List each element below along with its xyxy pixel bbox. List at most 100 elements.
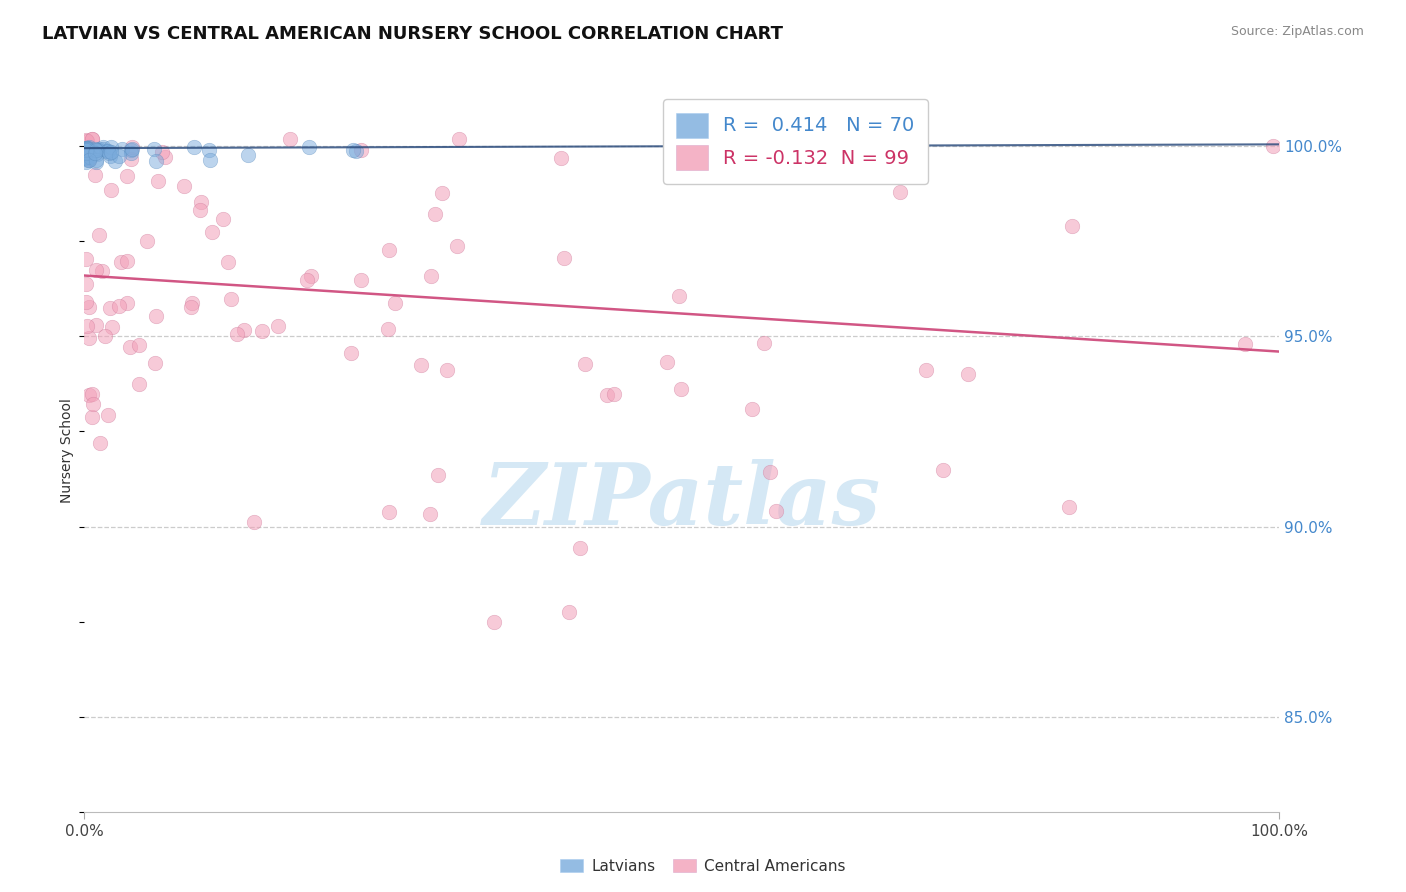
Point bbox=[295, 273, 318, 287]
Point bbox=[94, 329, 117, 343]
Point bbox=[378, 244, 401, 258]
Point bbox=[100, 184, 122, 198]
Point bbox=[75, 141, 97, 155]
Point bbox=[233, 323, 256, 337]
Point bbox=[120, 143, 142, 157]
Point bbox=[198, 144, 221, 158]
Point bbox=[75, 150, 97, 164]
Point bbox=[76, 141, 98, 155]
Point bbox=[87, 142, 110, 156]
Point bbox=[754, 335, 776, 350]
Point bbox=[76, 142, 98, 156]
Point bbox=[75, 144, 97, 158]
Point bbox=[98, 301, 121, 315]
Point bbox=[1057, 500, 1080, 514]
Point bbox=[569, 541, 592, 555]
Point bbox=[212, 212, 235, 227]
Point bbox=[75, 145, 97, 160]
Point bbox=[100, 140, 122, 154]
Point bbox=[110, 255, 132, 269]
Legend: Latvians, Central Americans: Latvians, Central Americans bbox=[554, 853, 852, 880]
Point bbox=[75, 146, 97, 161]
Point bbox=[238, 148, 260, 162]
Point bbox=[75, 143, 97, 157]
Point bbox=[1263, 139, 1285, 153]
Point bbox=[80, 131, 103, 145]
Point bbox=[79, 331, 101, 345]
Point bbox=[91, 263, 114, 277]
Point bbox=[574, 357, 596, 371]
Point bbox=[115, 169, 138, 183]
Point bbox=[145, 309, 167, 323]
Point bbox=[243, 515, 266, 529]
Point bbox=[120, 340, 142, 354]
Point bbox=[76, 144, 98, 158]
Point bbox=[1233, 337, 1256, 351]
Point bbox=[446, 238, 468, 252]
Point bbox=[84, 145, 107, 160]
Point bbox=[77, 387, 100, 401]
Point bbox=[188, 203, 211, 218]
Point bbox=[225, 327, 247, 342]
Point bbox=[155, 151, 177, 165]
Point bbox=[128, 376, 150, 391]
Point bbox=[75, 151, 97, 165]
Point bbox=[217, 255, 239, 269]
Point bbox=[75, 143, 97, 157]
Point bbox=[77, 153, 100, 167]
Point bbox=[75, 142, 97, 156]
Point bbox=[84, 153, 107, 167]
Point bbox=[299, 268, 322, 283]
Point bbox=[1060, 219, 1083, 234]
Point bbox=[75, 145, 97, 159]
Point bbox=[198, 153, 221, 168]
Point bbox=[75, 152, 97, 166]
Point bbox=[447, 131, 470, 145]
Point bbox=[75, 145, 97, 159]
Point bbox=[671, 382, 693, 396]
Point bbox=[96, 144, 118, 158]
Point bbox=[101, 319, 124, 334]
Point bbox=[75, 142, 97, 156]
Point bbox=[84, 142, 107, 156]
Point bbox=[97, 408, 120, 422]
Point bbox=[221, 292, 243, 306]
Point bbox=[344, 144, 367, 158]
Point bbox=[340, 345, 363, 359]
Point bbox=[145, 153, 167, 168]
Point bbox=[550, 151, 572, 165]
Point bbox=[91, 142, 114, 156]
Point bbox=[136, 235, 159, 249]
Point bbox=[430, 186, 453, 200]
Point bbox=[436, 363, 458, 377]
Point bbox=[80, 131, 103, 145]
Point bbox=[77, 140, 100, 154]
Point bbox=[87, 143, 110, 157]
Point bbox=[75, 142, 97, 156]
Point bbox=[350, 273, 373, 287]
Point bbox=[87, 227, 110, 242]
Point bbox=[76, 144, 98, 158]
Point bbox=[889, 186, 911, 200]
Point bbox=[77, 153, 100, 167]
Point bbox=[350, 143, 373, 157]
Point bbox=[80, 145, 103, 159]
Point bbox=[932, 463, 955, 477]
Point bbox=[181, 296, 204, 310]
Point bbox=[79, 150, 101, 164]
Point bbox=[76, 135, 98, 149]
Point bbox=[77, 300, 100, 314]
Point bbox=[143, 356, 166, 370]
Point bbox=[121, 142, 143, 156]
Point bbox=[82, 397, 104, 411]
Point bbox=[250, 324, 273, 338]
Point bbox=[115, 295, 138, 310]
Point bbox=[75, 277, 97, 292]
Point bbox=[75, 141, 97, 155]
Text: Source: ZipAtlas.com: Source: ZipAtlas.com bbox=[1230, 25, 1364, 38]
Point bbox=[201, 225, 224, 239]
Point bbox=[89, 436, 111, 450]
Point bbox=[75, 252, 97, 267]
Point bbox=[595, 388, 617, 402]
Point bbox=[111, 142, 134, 156]
